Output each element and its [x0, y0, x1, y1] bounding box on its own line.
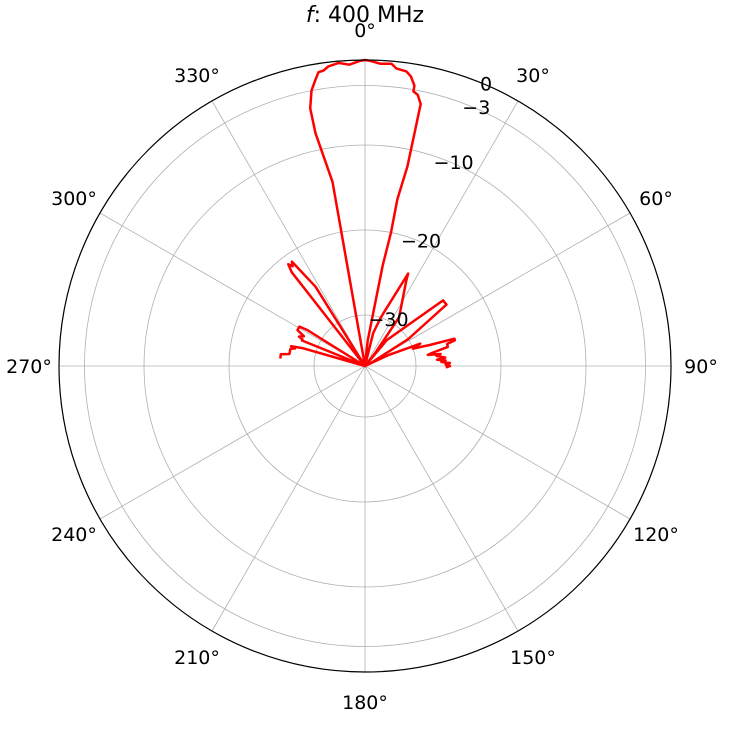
theta-tick-label: 30° [516, 65, 550, 87]
r-tick-label: −10 [434, 152, 474, 174]
title-variable: f [306, 3, 317, 28]
r-gridline [143, 144, 587, 588]
r-tick-label: 0 [480, 73, 492, 95]
theta-tick-label: 180° [342, 692, 388, 714]
theta-tick-label: 210° [174, 647, 220, 669]
chart-title: f: 400 MHz [306, 3, 424, 28]
theta-tick-label: 120° [633, 524, 679, 546]
r-gridline [84, 85, 646, 647]
title-text: : 400 MHz [314, 3, 424, 28]
series-layer [279, 58, 457, 369]
theta-tick-label: 240° [51, 524, 97, 546]
theta-tick-label: 300° [51, 188, 97, 210]
radiation-pattern-line [279, 58, 457, 369]
r-tick-label: −30 [368, 309, 408, 331]
r-tick-labels: 0−3 −10 −20 −30 [368, 73, 492, 331]
theta-tick-label: 0° [354, 20, 376, 42]
theta-tick-label: 330° [174, 65, 220, 87]
theta-tick-label: 90° [684, 356, 718, 378]
theta-tick-labels: 0° 30° 60° 90° 120° 150° 180° 210° 240° 270° 300° 3… [6, 20, 718, 714]
r-tick-label: −20 [401, 230, 441, 252]
r-tick-label: −3 [462, 97, 490, 119]
theta-tick-label: 150° [510, 647, 556, 669]
r-gridline [228, 229, 502, 503]
theta-tick-label: 60° [639, 188, 673, 210]
polar-frame [58, 59, 672, 673]
theta-tick-label: 270° [6, 356, 52, 378]
r-gridline [313, 314, 417, 418]
